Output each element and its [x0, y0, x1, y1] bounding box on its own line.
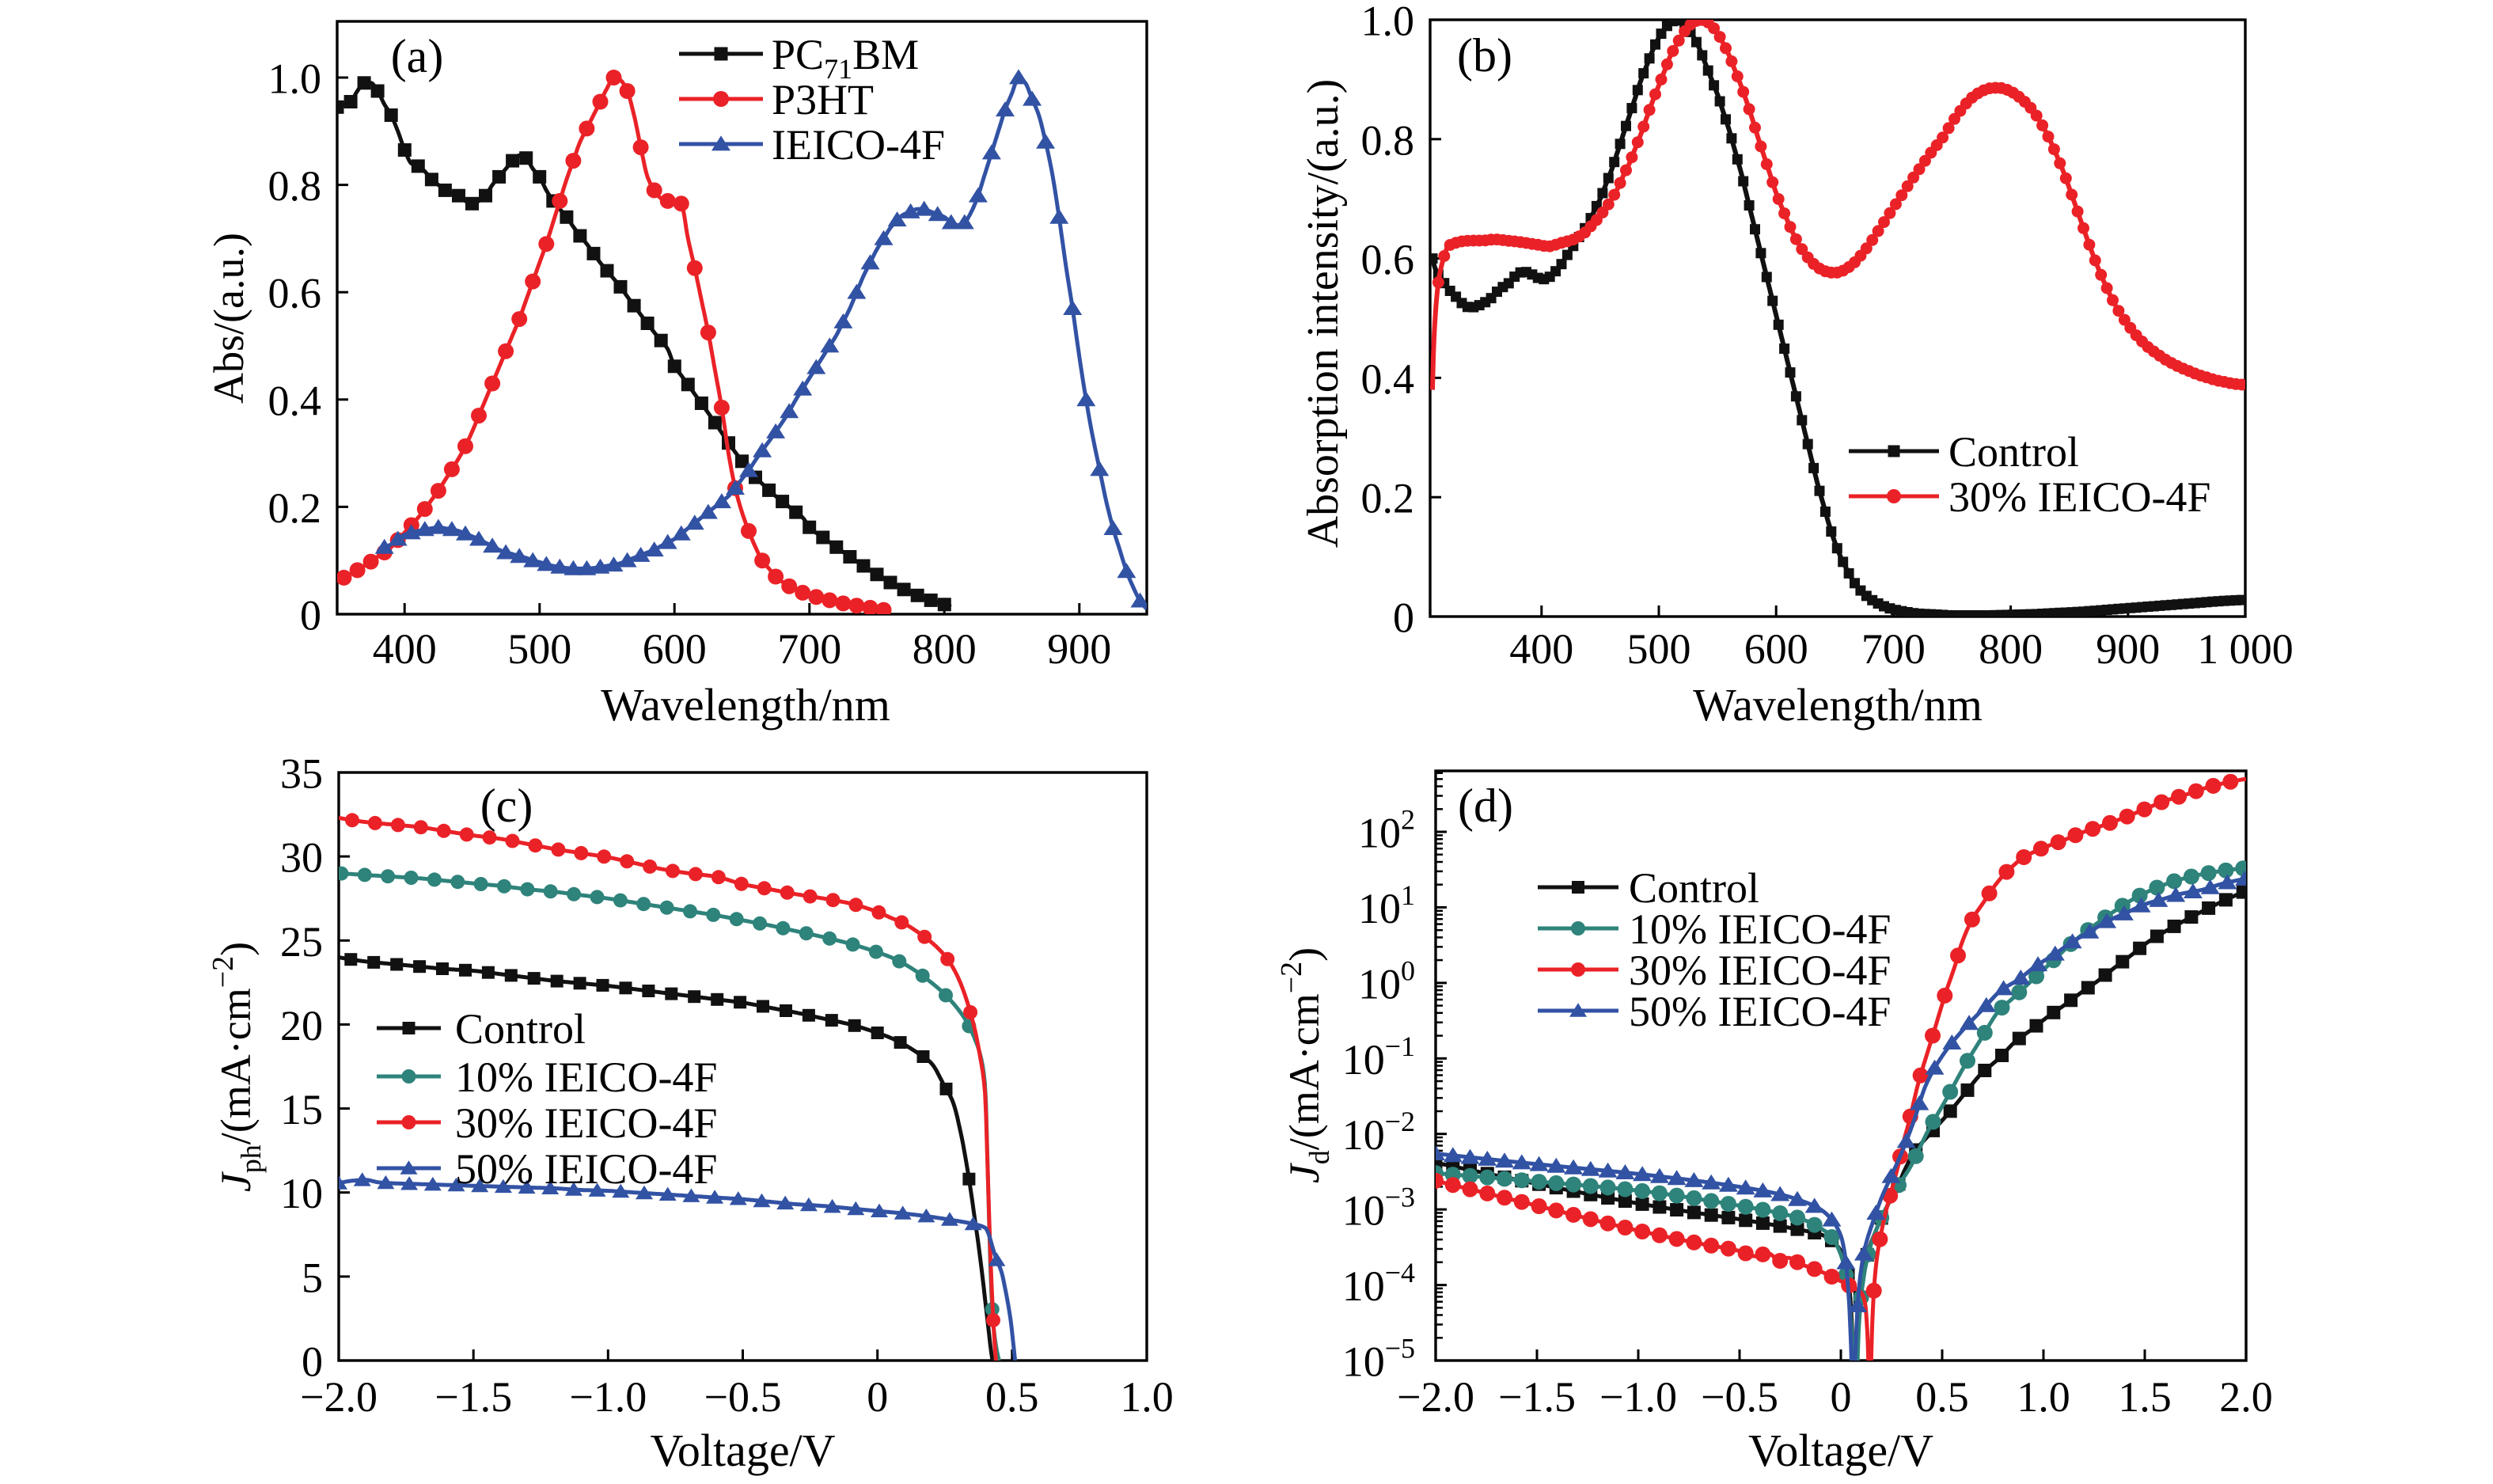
svg-text:30% IEICO-4F: 30% IEICO-4F	[455, 1099, 717, 1147]
svg-text:800: 800	[1979, 625, 2043, 673]
svg-text:2.0: 2.0	[2219, 1373, 2273, 1421]
svg-text:900: 900	[1047, 625, 1111, 673]
svg-text:600: 600	[1744, 625, 1808, 673]
svg-text:400: 400	[373, 625, 437, 673]
svg-text:0.5: 0.5	[1915, 1373, 1969, 1421]
svg-text:1 000: 1 000	[2197, 625, 2294, 673]
svg-text:−1.0: −1.0	[1599, 1373, 1677, 1421]
svg-text:−0.5: −0.5	[1701, 1373, 1778, 1421]
svg-text:−2.0: −2.0	[1397, 1373, 1474, 1421]
svg-text:0.5: 0.5	[985, 1373, 1039, 1421]
svg-text:IEICO-4F: IEICO-4F	[772, 121, 945, 169]
svg-text:10% IEICO-4F: 10% IEICO-4F	[1629, 905, 1891, 953]
svg-text:Control: Control	[1629, 864, 1759, 912]
svg-text:Abs/(a.u.): Abs/(a.u.)	[205, 233, 252, 404]
svg-text:−2.0: −2.0	[300, 1373, 378, 1421]
svg-text:Jph/(mA·cm−2): Jph/(mA·cm−2)	[207, 942, 267, 1192]
svg-text:25: 25	[280, 918, 323, 966]
svg-text:0.6: 0.6	[268, 270, 322, 317]
svg-text:30% IEICO-4F: 30% IEICO-4F	[1948, 473, 2210, 521]
svg-text:30% IEICO-4F: 30% IEICO-4F	[1629, 947, 1891, 994]
svg-text:0: 0	[1831, 1373, 1852, 1421]
svg-text:0: 0	[302, 1338, 323, 1386]
svg-text:0.4: 0.4	[1361, 355, 1415, 403]
svg-text:900: 900	[2096, 625, 2160, 673]
svg-text:0.2: 0.2	[1361, 475, 1415, 522]
svg-text:Absorption intensity/(a.u.): Absorption intensity/(a.u.)	[1299, 79, 1348, 548]
svg-text:0.8: 0.8	[1361, 116, 1415, 164]
svg-text:500: 500	[507, 625, 571, 673]
svg-text:1.5: 1.5	[2118, 1373, 2172, 1421]
svg-text:0: 0	[867, 1373, 888, 1421]
svg-text:−1.5: −1.5	[1498, 1373, 1576, 1421]
svg-text:500: 500	[1627, 625, 1691, 673]
svg-text:Wavelength/nm: Wavelength/nm	[601, 679, 890, 731]
svg-text:(c): (c)	[480, 780, 533, 832]
svg-text:0.2: 0.2	[268, 484, 322, 532]
svg-text:−1.5: −1.5	[434, 1373, 512, 1421]
svg-text:0.8: 0.8	[268, 162, 322, 210]
svg-text:(a): (a)	[391, 30, 444, 82]
svg-text:(b): (b)	[1457, 29, 1512, 82]
svg-text:30: 30	[280, 834, 323, 882]
svg-text:Voltage/V: Voltage/V	[1748, 1425, 1933, 1476]
svg-text:1.0: 1.0	[2017, 1373, 2070, 1421]
svg-text:1.0: 1.0	[268, 55, 322, 103]
svg-text:1.0: 1.0	[1361, 0, 1415, 45]
svg-text:Wavelength/nm: Wavelength/nm	[1693, 679, 1983, 731]
svg-text:35: 35	[280, 750, 323, 798]
svg-text:−0.5: −0.5	[704, 1373, 782, 1421]
svg-text:20: 20	[280, 1002, 323, 1049]
svg-text:0: 0	[300, 592, 321, 640]
svg-text:600: 600	[643, 625, 707, 673]
svg-text:Control: Control	[1948, 428, 2079, 476]
svg-text:0: 0	[1393, 594, 1414, 642]
svg-text:−1.0: −1.0	[569, 1373, 647, 1421]
svg-text:0.6: 0.6	[1361, 236, 1415, 283]
svg-text:700: 700	[1861, 625, 1926, 673]
svg-text:Voltage/V: Voltage/V	[650, 1425, 835, 1476]
svg-text:15: 15	[280, 1086, 323, 1133]
svg-text:(d): (d)	[1458, 780, 1513, 832]
svg-text:10% IEICO-4F: 10% IEICO-4F	[455, 1053, 717, 1101]
svg-text:1.0: 1.0	[1120, 1373, 1174, 1421]
svg-text:400: 400	[1509, 625, 1573, 673]
svg-text:Jd/(mA·cm−2): Jd/(mA·cm−2)	[1275, 947, 1335, 1183]
svg-text:50% IEICO-4F: 50% IEICO-4F	[455, 1145, 717, 1193]
svg-text:5: 5	[302, 1254, 323, 1301]
svg-text:Control: Control	[455, 1005, 586, 1053]
svg-text:50% IEICO-4F: 50% IEICO-4F	[1629, 988, 1891, 1035]
svg-text:10: 10	[280, 1170, 323, 1217]
svg-text:P3HT: P3HT	[772, 76, 874, 123]
svg-text:800: 800	[913, 625, 977, 673]
svg-text:700: 700	[777, 625, 841, 673]
svg-text:0.4: 0.4	[268, 377, 322, 424]
